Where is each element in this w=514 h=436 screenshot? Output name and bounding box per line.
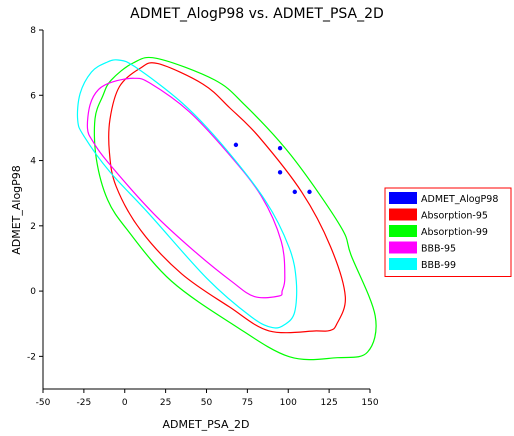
x-tick-label: 150	[361, 398, 378, 408]
legend-label-absorption-95: Absorption-95	[421, 211, 488, 222]
plot-area: -50 -25 0 25 50 75 100 125 150 -2 0 2 4 6 8	[27, 26, 379, 408]
legend-swatch-admet-alogp98	[389, 192, 417, 204]
x-tick-label: 25	[160, 398, 171, 408]
legend-label-absorption-99: Absorption-99	[421, 227, 488, 238]
legend-swatch-bbb-95	[389, 241, 417, 254]
y-tick-label: 8	[30, 26, 36, 36]
ellipse-bbb-99	[76, 59, 298, 329]
x-tick-label: -25	[77, 398, 92, 408]
legend-label-admet-alogp98: ADMET_AlogP98	[421, 194, 498, 205]
x-tick-label: 50	[201, 398, 213, 408]
x-axis-label: ADMET_PSA_2D	[163, 418, 250, 431]
y-tick-label: 2	[30, 222, 36, 232]
legend-swatch-absorption-99	[389, 225, 417, 237]
ellipse-bbb-95	[86, 77, 286, 299]
legend: ADMET_AlogP98 Absorption-95 Absorption-99 B…	[384, 187, 512, 277]
y-tick-label: 0	[30, 287, 36, 297]
x-tick-label: 75	[242, 398, 253, 408]
y-tick-label: 4	[30, 157, 36, 167]
data-point	[233, 142, 239, 148]
data-point	[292, 189, 297, 195]
chart-title: ADMET_AlogP98 vs. ADMET_PSA_2D	[130, 6, 384, 22]
ellipse-absorption-95	[108, 62, 346, 334]
legend-label-bbb-99: BBB-99	[421, 260, 456, 271]
legend-label-bbb-95: BBB-95	[421, 244, 456, 255]
ellipse-absorption-99	[93, 56, 377, 361]
data-point	[277, 145, 283, 151]
legend-swatch-bbb-99	[389, 258, 417, 270]
x-tick-label: 125	[321, 398, 338, 408]
data-point	[307, 189, 312, 195]
x-tick-label: -50	[36, 398, 51, 408]
y-tick-label: -2	[27, 352, 36, 362]
x-tick-label: 100	[280, 398, 297, 408]
y-axis-label: ADMET_AlogP98	[10, 165, 23, 255]
legend-swatch-absorption-95	[389, 208, 417, 221]
data-point	[277, 170, 283, 175]
y-tick-label: 6	[30, 91, 36, 101]
x-tick-label: 0	[122, 398, 128, 408]
